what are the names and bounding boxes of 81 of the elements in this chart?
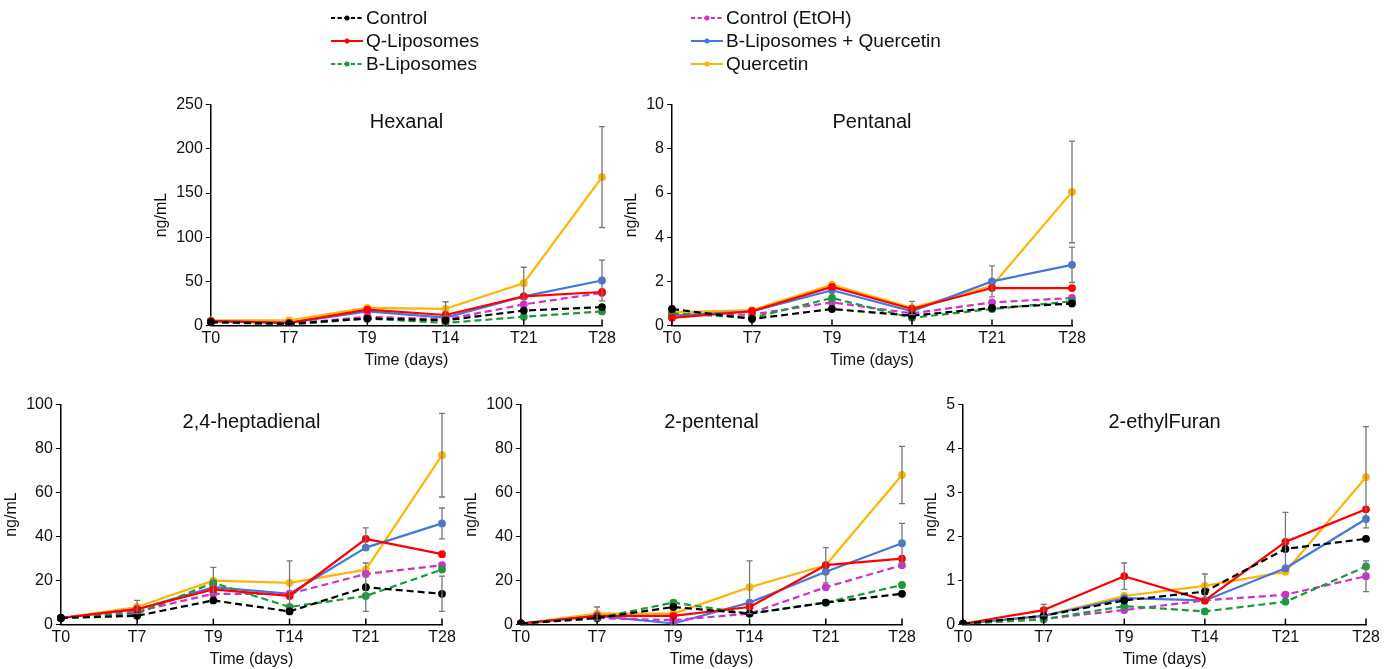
y-tick-label: 80 — [495, 439, 513, 457]
y-axis-title: ng/mL — [462, 492, 480, 537]
y-axis-title: ng/mL — [622, 192, 640, 238]
y-tick-label: 50 — [185, 271, 203, 289]
y-tick-label: 5 — [946, 395, 956, 413]
y-tick-label: 40 — [495, 527, 513, 545]
chart-title: Pentanal — [832, 110, 912, 133]
x-tick-label: T7 — [587, 627, 607, 645]
y-tick-label: 1 — [946, 571, 956, 589]
x-tick-label: T21 — [1271, 627, 1300, 645]
x-tick-label: T14 — [275, 627, 304, 645]
x-axis-title: Time (days) — [830, 350, 914, 368]
legend-label: Q-Liposomes — [366, 29, 479, 52]
x-axis-title: Time (days) — [669, 649, 754, 667]
y-tick-label: 80 — [35, 439, 53, 457]
x-axis-title: Time (days) — [1122, 649, 1207, 667]
x-tick-label: T28 — [1352, 627, 1380, 645]
x-tick-label: T28 — [588, 328, 616, 346]
chart-title: 2-pentenal — [664, 410, 759, 433]
x-tick-label: T14 — [431, 328, 460, 346]
x-tick-label: T7 — [1034, 627, 1054, 645]
y-tick-label: 100 — [486, 395, 513, 413]
y-tick-label: 0 — [193, 316, 203, 334]
x-tick-label: T14 — [1191, 627, 1219, 645]
y-axis-title: ng/mL — [2, 492, 20, 537]
x-tick-label: T28 — [428, 627, 456, 645]
y-tick-label: 60 — [35, 483, 53, 501]
legend-label: Control — [366, 6, 428, 29]
y-tick-label: 0 — [946, 615, 956, 633]
x-axis-title: Time (days) — [364, 350, 449, 368]
y-tick-label: 2 — [655, 271, 665, 289]
x-tick-label: T7 — [279, 328, 299, 346]
x-tick-label: T7 — [742, 328, 762, 346]
x-tick-label: T9 — [664, 627, 683, 645]
y-tick-label: 3 — [946, 483, 956, 501]
y-tick-label: 2 — [946, 527, 956, 545]
x-tick-label: T9 — [358, 328, 377, 346]
y-axis-title: ng/mL — [152, 192, 170, 238]
x-tick-label: T21 — [509, 328, 538, 346]
x-tick-label: T9 — [204, 627, 223, 645]
y-tick-label: 20 — [35, 571, 53, 589]
x-tick-label: T21 — [351, 627, 380, 645]
x-tick-label: T28 — [1058, 328, 1086, 346]
y-tick-label: 250 — [176, 95, 203, 113]
y-tick-label: 0 — [655, 316, 665, 334]
x-axis-title: Time (days) — [209, 649, 294, 667]
x-tick-label: T0 — [953, 627, 973, 645]
x-tick-label: T0 — [511, 627, 531, 645]
x-tick-label: T0 — [51, 627, 71, 645]
y-tick-label: 10 — [646, 95, 665, 113]
y-tick-label: 4 — [946, 439, 956, 457]
x-tick-label: T9 — [822, 328, 842, 346]
y-tick-label: 0 — [503, 615, 513, 633]
x-tick-label: T14 — [898, 328, 926, 346]
x-tick-label: T28 — [888, 627, 916, 645]
chart-title: Hexanal — [369, 110, 444, 133]
x-tick-label: T14 — [735, 627, 764, 645]
y-tick-label: 200 — [176, 139, 203, 157]
legend-label: Quercetin — [726, 52, 809, 75]
legend-label: B-Liposomes + Quercetin — [726, 29, 941, 52]
x-tick-label: T9 — [1114, 627, 1134, 645]
y-tick-label: 100 — [26, 395, 53, 413]
y-tick-label: 4 — [655, 227, 665, 245]
y-tick-label: 40 — [35, 527, 53, 545]
x-tick-label: T7 — [127, 627, 147, 645]
y-tick-label: 20 — [495, 571, 513, 589]
x-tick-label: T21 — [978, 328, 1006, 346]
x-tick-label: T0 — [201, 328, 221, 346]
y-tick-label: 60 — [495, 483, 513, 501]
legend-label: B-Liposomes — [366, 52, 477, 75]
y-tick-label: 150 — [176, 183, 203, 201]
y-tick-label: 6 — [655, 183, 665, 201]
chart-title: 2-ethylFuran — [1108, 410, 1221, 433]
x-tick-label: T0 — [662, 328, 682, 346]
y-tick-label: 8 — [655, 139, 665, 157]
y-tick-label: 0 — [43, 615, 53, 633]
legend-label: Control (EtOH) — [726, 6, 852, 29]
y-tick-label: 100 — [176, 227, 203, 245]
x-tick-label: T21 — [811, 627, 840, 645]
y-axis-title: ng/mL — [922, 492, 940, 537]
chart-title: 2,4-heptadienal — [182, 410, 321, 433]
